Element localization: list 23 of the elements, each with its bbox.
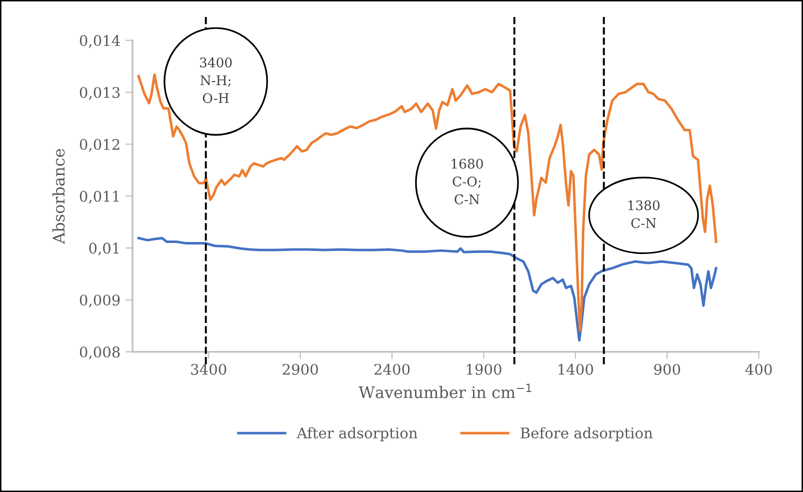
ref-line-label: 1680 C-O; C-N [452, 158, 483, 204]
y-tick-label: 0,01 [89, 242, 119, 256]
x-tick-label: 3400 [191, 364, 226, 375]
x-axis-title: Wavenumber in cm$^{−1}$ [358, 384, 532, 398]
y-tick-label: 0,008 [80, 346, 120, 360]
x-tick-label: 1900 [466, 364, 502, 375]
x-tick-label: 2900 [282, 364, 318, 375]
ref-line-label: 3400 N-H; O-H [200, 58, 232, 104]
line-series [137, 73, 718, 332]
legend-label: Before adsorption [520, 427, 653, 442]
x-tick-label: 400 [745, 364, 772, 375]
y-tick-label: 0,011 [80, 190, 119, 204]
y-tick-label: 0,014 [80, 35, 120, 48]
y-tick-label: 0,013 [80, 86, 120, 100]
x-tick-label: 900 [654, 364, 680, 375]
ref-line-label: 1380 C-N [628, 200, 660, 228]
x-tick-label: 1400 [558, 364, 594, 375]
legend-label: After adsorption [296, 427, 418, 442]
x-tick-label: 2400 [374, 364, 410, 375]
y-tick-label: 0,012 [80, 138, 120, 152]
y-axis-title: Absorbance [52, 149, 65, 244]
line-series [137, 236, 718, 342]
y-tick-label: 0,009 [80, 294, 120, 308]
